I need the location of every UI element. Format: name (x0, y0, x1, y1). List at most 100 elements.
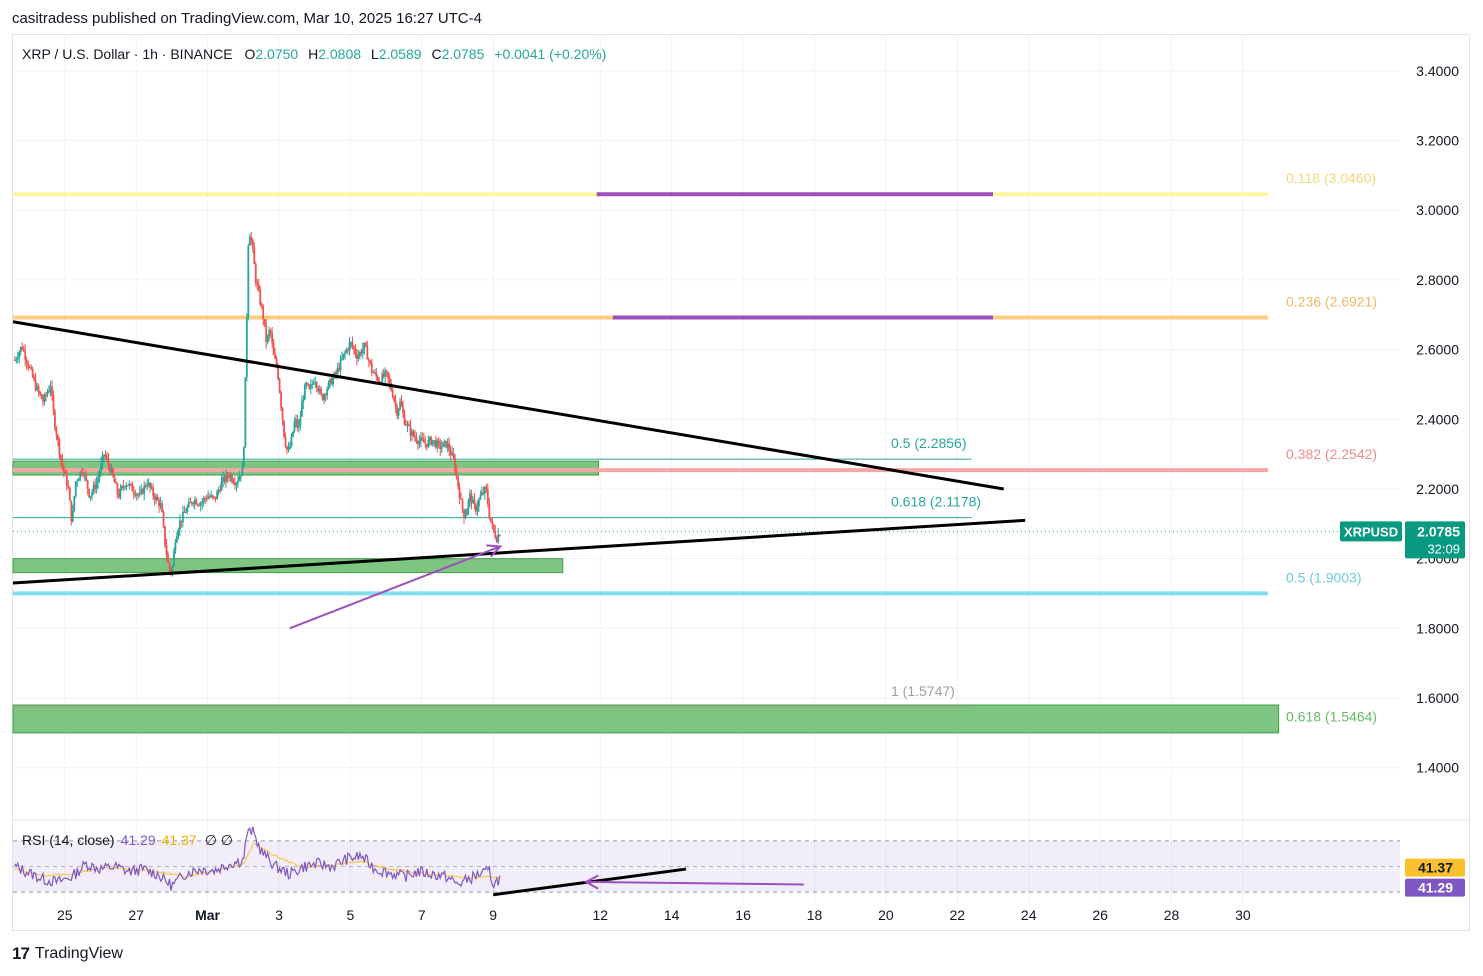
candle-body (463, 509, 465, 518)
candle-body (68, 487, 71, 501)
price-tick-label: 3.4000 (1416, 63, 1459, 79)
tradingview-logo-icon: 17 (12, 944, 30, 963)
candle-body (330, 378, 333, 385)
candle-body (323, 394, 326, 400)
candle-body (244, 377, 247, 448)
candle-body (298, 425, 300, 428)
candle-body (409, 425, 412, 436)
candle-body (353, 346, 355, 350)
candle-body (235, 483, 238, 486)
candle-body (204, 498, 207, 500)
candle-body (70, 500, 73, 522)
candle-body (354, 349, 357, 355)
fib-levels (13, 192, 1400, 708)
candle-body (152, 487, 155, 496)
candle-body (65, 473, 68, 487)
candle-body (403, 413, 406, 425)
candle-body (189, 502, 192, 504)
candle-body (213, 496, 216, 498)
candle-body (454, 458, 457, 472)
candle-body (33, 377, 36, 380)
fib-level-label: 0.382 (2.2542) (1286, 446, 1377, 462)
candle-body (442, 442, 445, 447)
candle-body (408, 424, 410, 426)
candle-body (342, 353, 345, 358)
candle-body (369, 360, 372, 364)
candle-body (147, 482, 150, 486)
candles (13, 232, 501, 577)
candle-body (19, 347, 22, 353)
candle-body (13, 360, 16, 362)
candle-body (22, 349, 25, 351)
candle-body (275, 358, 278, 366)
candle-body (125, 485, 128, 487)
candle-body (192, 503, 195, 505)
candle-body (351, 342, 354, 347)
rsi-ma-badge (1405, 858, 1465, 877)
time-tick-label: 9 (489, 907, 497, 923)
candle-body (347, 349, 349, 351)
candle-body (302, 399, 305, 403)
candle-body (228, 477, 230, 479)
candle-body (73, 495, 76, 511)
time-tick-label: 5 (346, 907, 354, 923)
candle-body (199, 503, 202, 506)
candle-body (162, 511, 165, 527)
candle-body (179, 520, 181, 530)
candle-body (439, 442, 442, 450)
candle-body (412, 431, 415, 436)
candle-body (55, 428, 58, 436)
candle-body (131, 483, 134, 492)
candle-body (314, 382, 317, 384)
price-tick-label: 3.2000 (1416, 133, 1459, 149)
legend-close-label: C (431, 46, 441, 62)
time-tick-label: 3 (275, 907, 283, 923)
candle-body (173, 550, 175, 567)
level-labels: 0.118 (3.0460) 0.236 (2.6921) 0.382 (2.254… (891, 170, 1377, 725)
candle-body (372, 372, 375, 374)
candle-body (134, 493, 137, 496)
candle-body (159, 503, 162, 507)
candle-body (440, 446, 443, 450)
candle-body (422, 439, 425, 443)
candle-body (358, 352, 361, 357)
candle-body (414, 435, 416, 438)
candle-body (266, 335, 269, 342)
candle-body (39, 391, 41, 395)
candle-body (287, 448, 290, 450)
candle-body (394, 400, 397, 407)
candle-body (110, 468, 113, 473)
candle-body (396, 406, 398, 416)
candle-body (326, 389, 329, 396)
candle-body (271, 332, 274, 343)
price-tick-label: 1.4000 (1416, 760, 1459, 776)
candle-body (241, 466, 244, 476)
candle-body (437, 440, 440, 443)
trendline (12, 320, 1004, 491)
candle-body (289, 445, 291, 449)
candle-body (129, 483, 132, 485)
candle-body (256, 283, 259, 285)
candle-body (305, 383, 308, 385)
rsi-arrow-head (583, 874, 599, 890)
candle-body (415, 437, 418, 442)
candle-body (71, 510, 74, 522)
legend-open: 2.0750 (255, 46, 298, 62)
candle-body (107, 459, 110, 466)
candle-body (356, 354, 358, 359)
time-tick-label: 26 (1092, 907, 1108, 923)
candle-body (425, 444, 428, 447)
candle-body (115, 482, 117, 484)
candle-body (491, 521, 494, 525)
countdown: 32:09 (1427, 541, 1460, 556)
candle-body (373, 372, 376, 374)
rsi-pane: RSI (14, close) 41.29 41.37 ∅ ∅ 41.37 41.29 (13, 826, 1465, 897)
candle-body (45, 394, 47, 396)
candle-body (103, 454, 105, 456)
candle-body (283, 420, 285, 437)
fib-thin-label: 1 (1.5747) (891, 683, 955, 699)
time-tick-label: 27 (128, 907, 144, 923)
candle-body (443, 440, 446, 443)
candle-body (225, 474, 227, 482)
